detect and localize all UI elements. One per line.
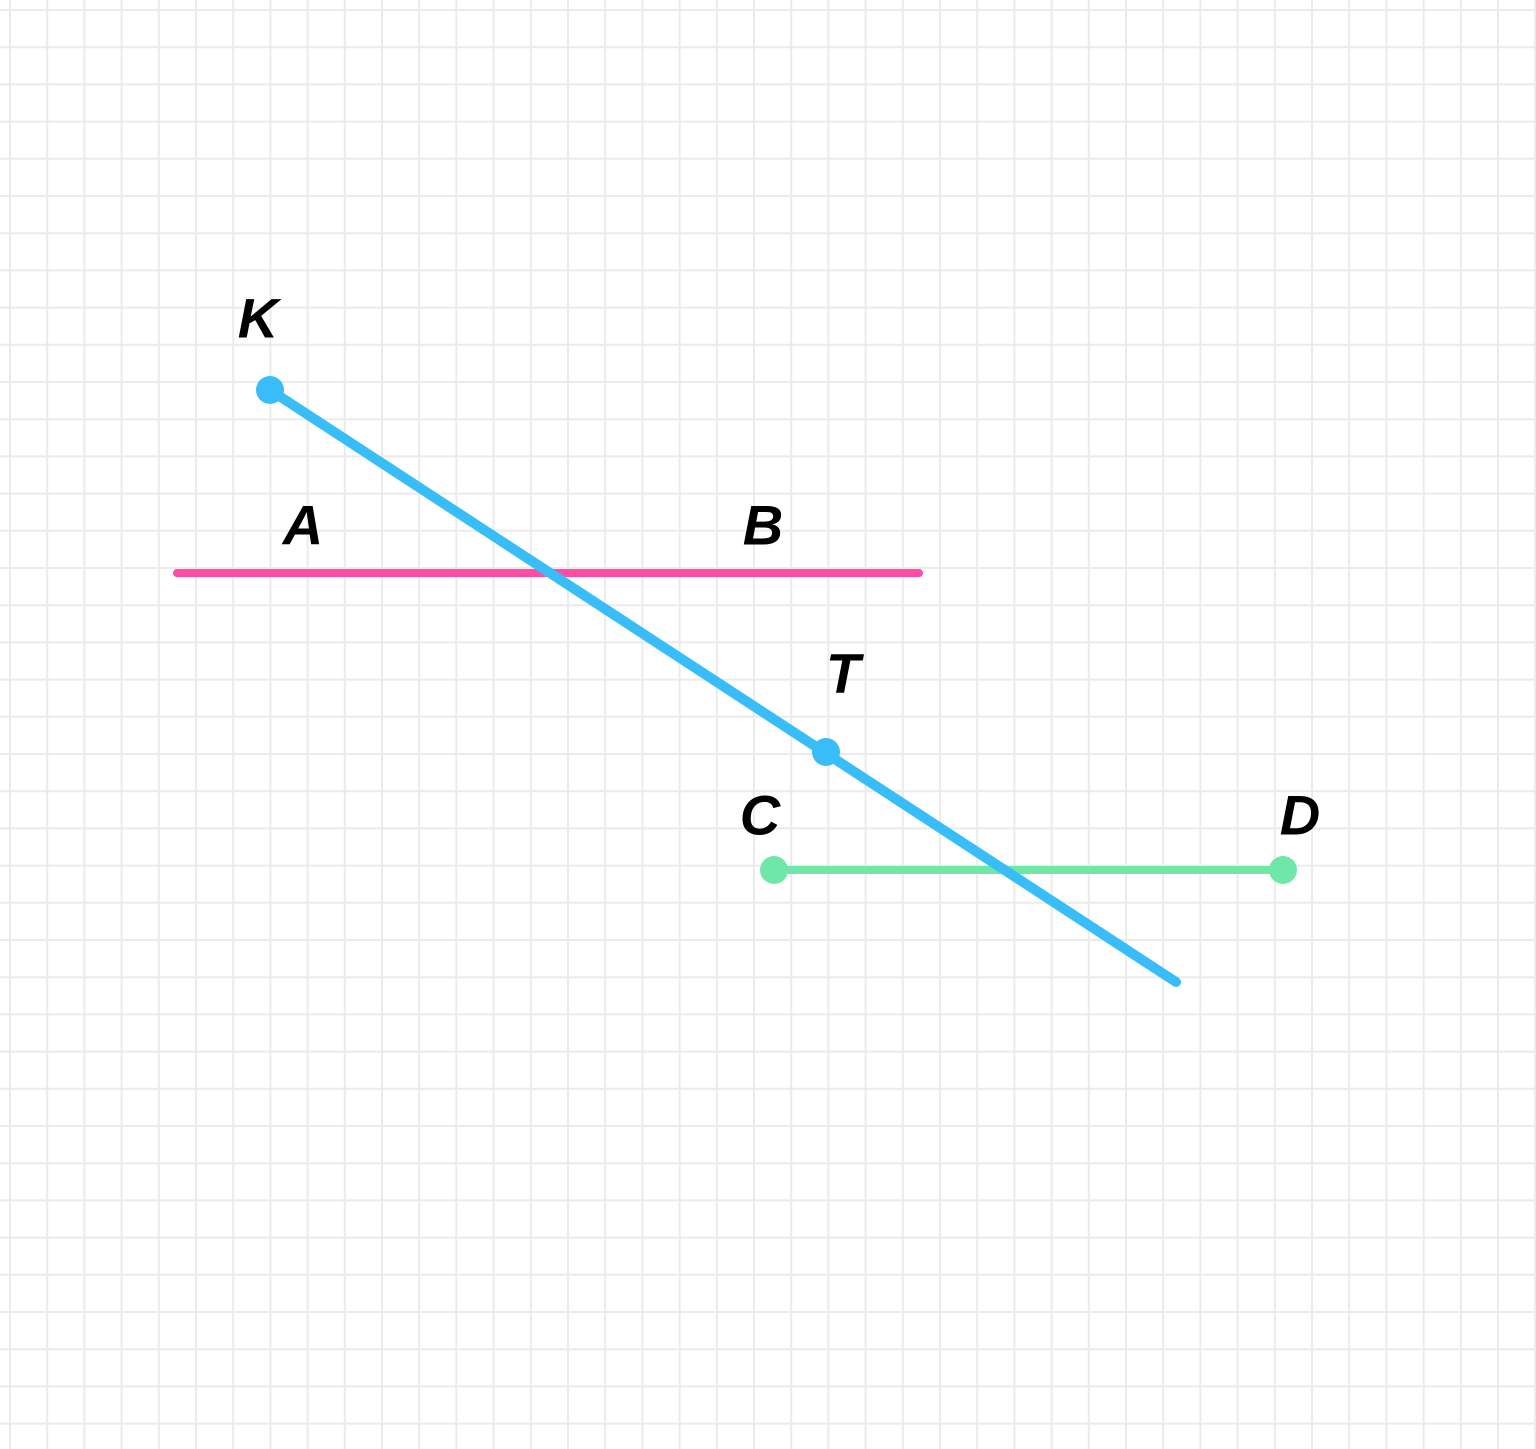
label-c: C [740, 783, 780, 848]
label-d: D [1280, 783, 1320, 848]
lines-group [177, 390, 1283, 982]
line-blue-kt [270, 390, 1176, 982]
point-d [1269, 856, 1297, 884]
label-a: A [283, 493, 323, 558]
grid-group [0, 0, 1536, 1449]
label-b: B [743, 493, 783, 558]
point-t [812, 738, 840, 766]
geometry-diagram [0, 0, 1536, 1449]
label-k: K [238, 286, 278, 351]
label-t: T [826, 641, 860, 706]
point-c [760, 856, 788, 884]
point-k [256, 376, 284, 404]
